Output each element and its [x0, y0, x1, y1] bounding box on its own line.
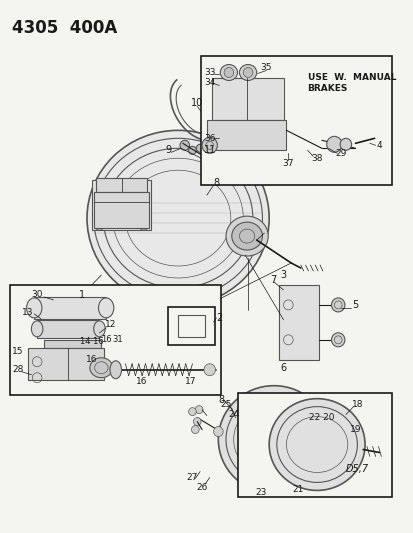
Text: 17: 17 [184, 377, 196, 386]
Text: 38: 38 [311, 154, 322, 163]
Ellipse shape [213, 426, 223, 437]
Text: 8: 8 [213, 178, 219, 188]
Text: 10: 10 [191, 99, 203, 108]
Text: 35: 35 [260, 63, 271, 72]
Text: 8: 8 [218, 394, 224, 405]
Ellipse shape [87, 131, 268, 306]
Ellipse shape [225, 216, 268, 256]
Ellipse shape [191, 425, 199, 433]
Ellipse shape [331, 333, 344, 347]
Text: 23: 23 [255, 488, 266, 497]
Text: 5: 5 [351, 300, 358, 310]
Text: 29: 29 [335, 149, 346, 158]
Bar [95, 178, 147, 192]
Text: 14 16: 14 16 [80, 337, 103, 346]
Text: 33: 33 [204, 68, 215, 77]
Text: 18: 18 [351, 400, 362, 409]
Ellipse shape [90, 358, 113, 378]
Text: 4: 4 [376, 141, 381, 150]
Text: 13: 13 [22, 309, 33, 317]
Text: 28: 28 [12, 365, 24, 374]
Bar [178, 315, 204, 337]
Text: 27: 27 [186, 473, 198, 482]
Bar [37, 320, 99, 338]
Text: 16: 16 [135, 377, 147, 386]
Bar [168, 307, 214, 345]
Bar [93, 192, 149, 228]
Ellipse shape [202, 138, 217, 154]
Ellipse shape [339, 139, 351, 150]
Ellipse shape [326, 136, 341, 152]
Ellipse shape [231, 222, 262, 250]
Bar [28, 348, 104, 379]
Ellipse shape [110, 361, 121, 379]
Text: 1: 1 [79, 290, 85, 300]
Ellipse shape [201, 151, 206, 157]
Text: BRAKES: BRAKES [307, 84, 347, 93]
Ellipse shape [188, 147, 196, 154]
Text: 25: 25 [220, 400, 231, 409]
Text: 16: 16 [86, 356, 97, 364]
Bar [44, 340, 101, 348]
Ellipse shape [193, 417, 201, 425]
Text: 4305  400A: 4305 400A [12, 19, 117, 37]
Text: 34: 34 [204, 78, 215, 87]
Ellipse shape [268, 399, 364, 490]
Text: 11: 11 [203, 146, 215, 155]
Text: 37: 37 [282, 159, 293, 168]
Ellipse shape [195, 406, 202, 414]
Ellipse shape [180, 140, 189, 150]
Ellipse shape [138, 222, 148, 230]
Ellipse shape [243, 68, 252, 77]
Bar [92, 180, 151, 230]
Text: 26: 26 [196, 483, 207, 492]
Ellipse shape [95, 222, 104, 230]
Bar [10, 285, 221, 394]
Bar [201, 55, 391, 185]
Ellipse shape [98, 298, 114, 318]
Text: 15: 15 [12, 348, 24, 356]
Ellipse shape [220, 64, 237, 80]
Ellipse shape [31, 321, 43, 337]
Bar [206, 120, 286, 150]
Ellipse shape [188, 408, 196, 416]
Ellipse shape [204, 364, 215, 376]
Text: D5,7: D5,7 [345, 464, 368, 474]
Text: 9: 9 [165, 146, 171, 155]
Ellipse shape [323, 434, 338, 450]
Text: 19: 19 [349, 425, 361, 434]
Ellipse shape [223, 68, 233, 77]
Ellipse shape [331, 298, 344, 312]
Text: 3: 3 [280, 270, 286, 280]
Ellipse shape [93, 321, 105, 337]
Text: 21: 21 [292, 485, 303, 494]
Text: 22 20: 22 20 [309, 413, 334, 422]
Text: 12: 12 [105, 320, 116, 329]
Text: 16: 16 [101, 335, 111, 344]
Text: 2: 2 [216, 313, 222, 323]
Bar [238, 393, 391, 497]
Bar [34, 297, 106, 319]
Text: 31: 31 [112, 335, 123, 344]
Ellipse shape [218, 386, 329, 494]
Bar [211, 78, 283, 120]
Ellipse shape [239, 64, 256, 80]
Text: 24: 24 [228, 410, 239, 419]
Text: 7: 7 [269, 275, 275, 285]
Text: 6: 6 [280, 363, 286, 373]
Text: 30: 30 [31, 290, 43, 300]
Ellipse shape [26, 298, 42, 318]
Text: 36: 36 [204, 134, 215, 143]
Bar [278, 285, 318, 360]
Text: USE  W.  MANUAL: USE W. MANUAL [307, 72, 395, 82]
Ellipse shape [196, 144, 204, 152]
